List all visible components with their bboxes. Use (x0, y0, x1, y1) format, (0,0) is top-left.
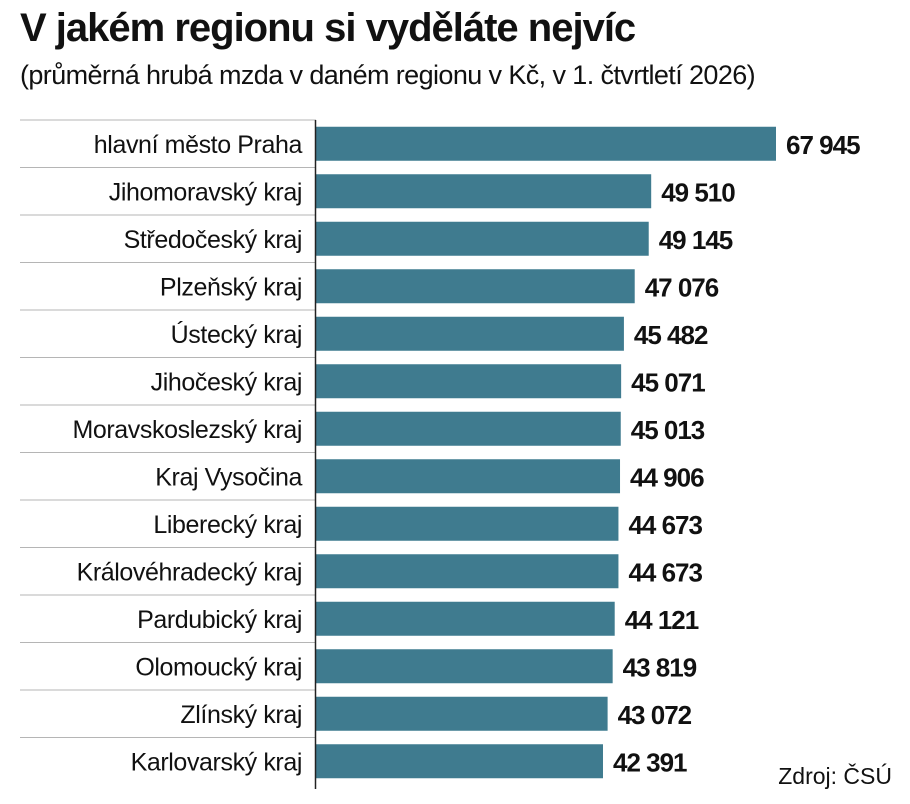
bar (316, 459, 621, 494)
value-label: 49 510 (661, 177, 735, 207)
bar (316, 364, 622, 399)
bar (316, 174, 652, 209)
bar (316, 601, 615, 636)
value-label: 45 013 (631, 415, 705, 445)
bar (316, 316, 624, 351)
category-label: Královéhradecký kraj (77, 558, 302, 586)
bar (316, 221, 649, 256)
value-label: 45 482 (634, 320, 708, 350)
bar (316, 696, 608, 731)
value-label: 49 145 (659, 225, 733, 255)
bar (316, 411, 621, 446)
value-label: 44 673 (628, 510, 702, 540)
value-label: 43 072 (618, 700, 692, 730)
source-note: Zdroj: ČSÚ (778, 763, 892, 789)
bar (316, 554, 619, 589)
value-label: 43 819 (623, 652, 697, 682)
bar (316, 506, 619, 541)
chart-title: V jakém regionu si vyděláte nejvíc (20, 6, 636, 50)
bar (316, 126, 776, 161)
bar (316, 269, 635, 304)
value-label: 45 071 (631, 367, 705, 397)
value-label: 47 076 (645, 272, 719, 302)
bar (316, 744, 603, 779)
category-label: Jihočeský kraj (151, 368, 302, 396)
category-label: Zlínský kraj (180, 701, 302, 729)
category-label: Olomoucký kraj (135, 653, 302, 681)
category-label: Středočeský kraj (124, 226, 302, 254)
category-label: Jihomoravský kraj (109, 178, 302, 206)
category-label: Pardubický kraj (137, 606, 302, 634)
category-label: Ústecký kraj (171, 320, 302, 349)
bar (316, 649, 613, 684)
value-label: 44 673 (628, 557, 702, 587)
value-label: 44 906 (630, 462, 704, 492)
category-label: hlavní město Praha (94, 131, 303, 159)
category-label: Plzeňský kraj (160, 273, 302, 301)
category-label: Liberecký kraj (153, 511, 302, 539)
category-label: Moravskoslezský kraj (72, 416, 302, 444)
value-label: 42 391 (613, 747, 687, 777)
chart-subtitle: (průměrná hrubá mzda v daném regionu v K… (20, 60, 756, 90)
category-label: Karlovarský kraj (131, 748, 302, 776)
category-label: Kraj Vysočina (155, 463, 302, 491)
value-label: 44 121 (625, 605, 699, 635)
value-label: 67 945 (786, 130, 860, 160)
